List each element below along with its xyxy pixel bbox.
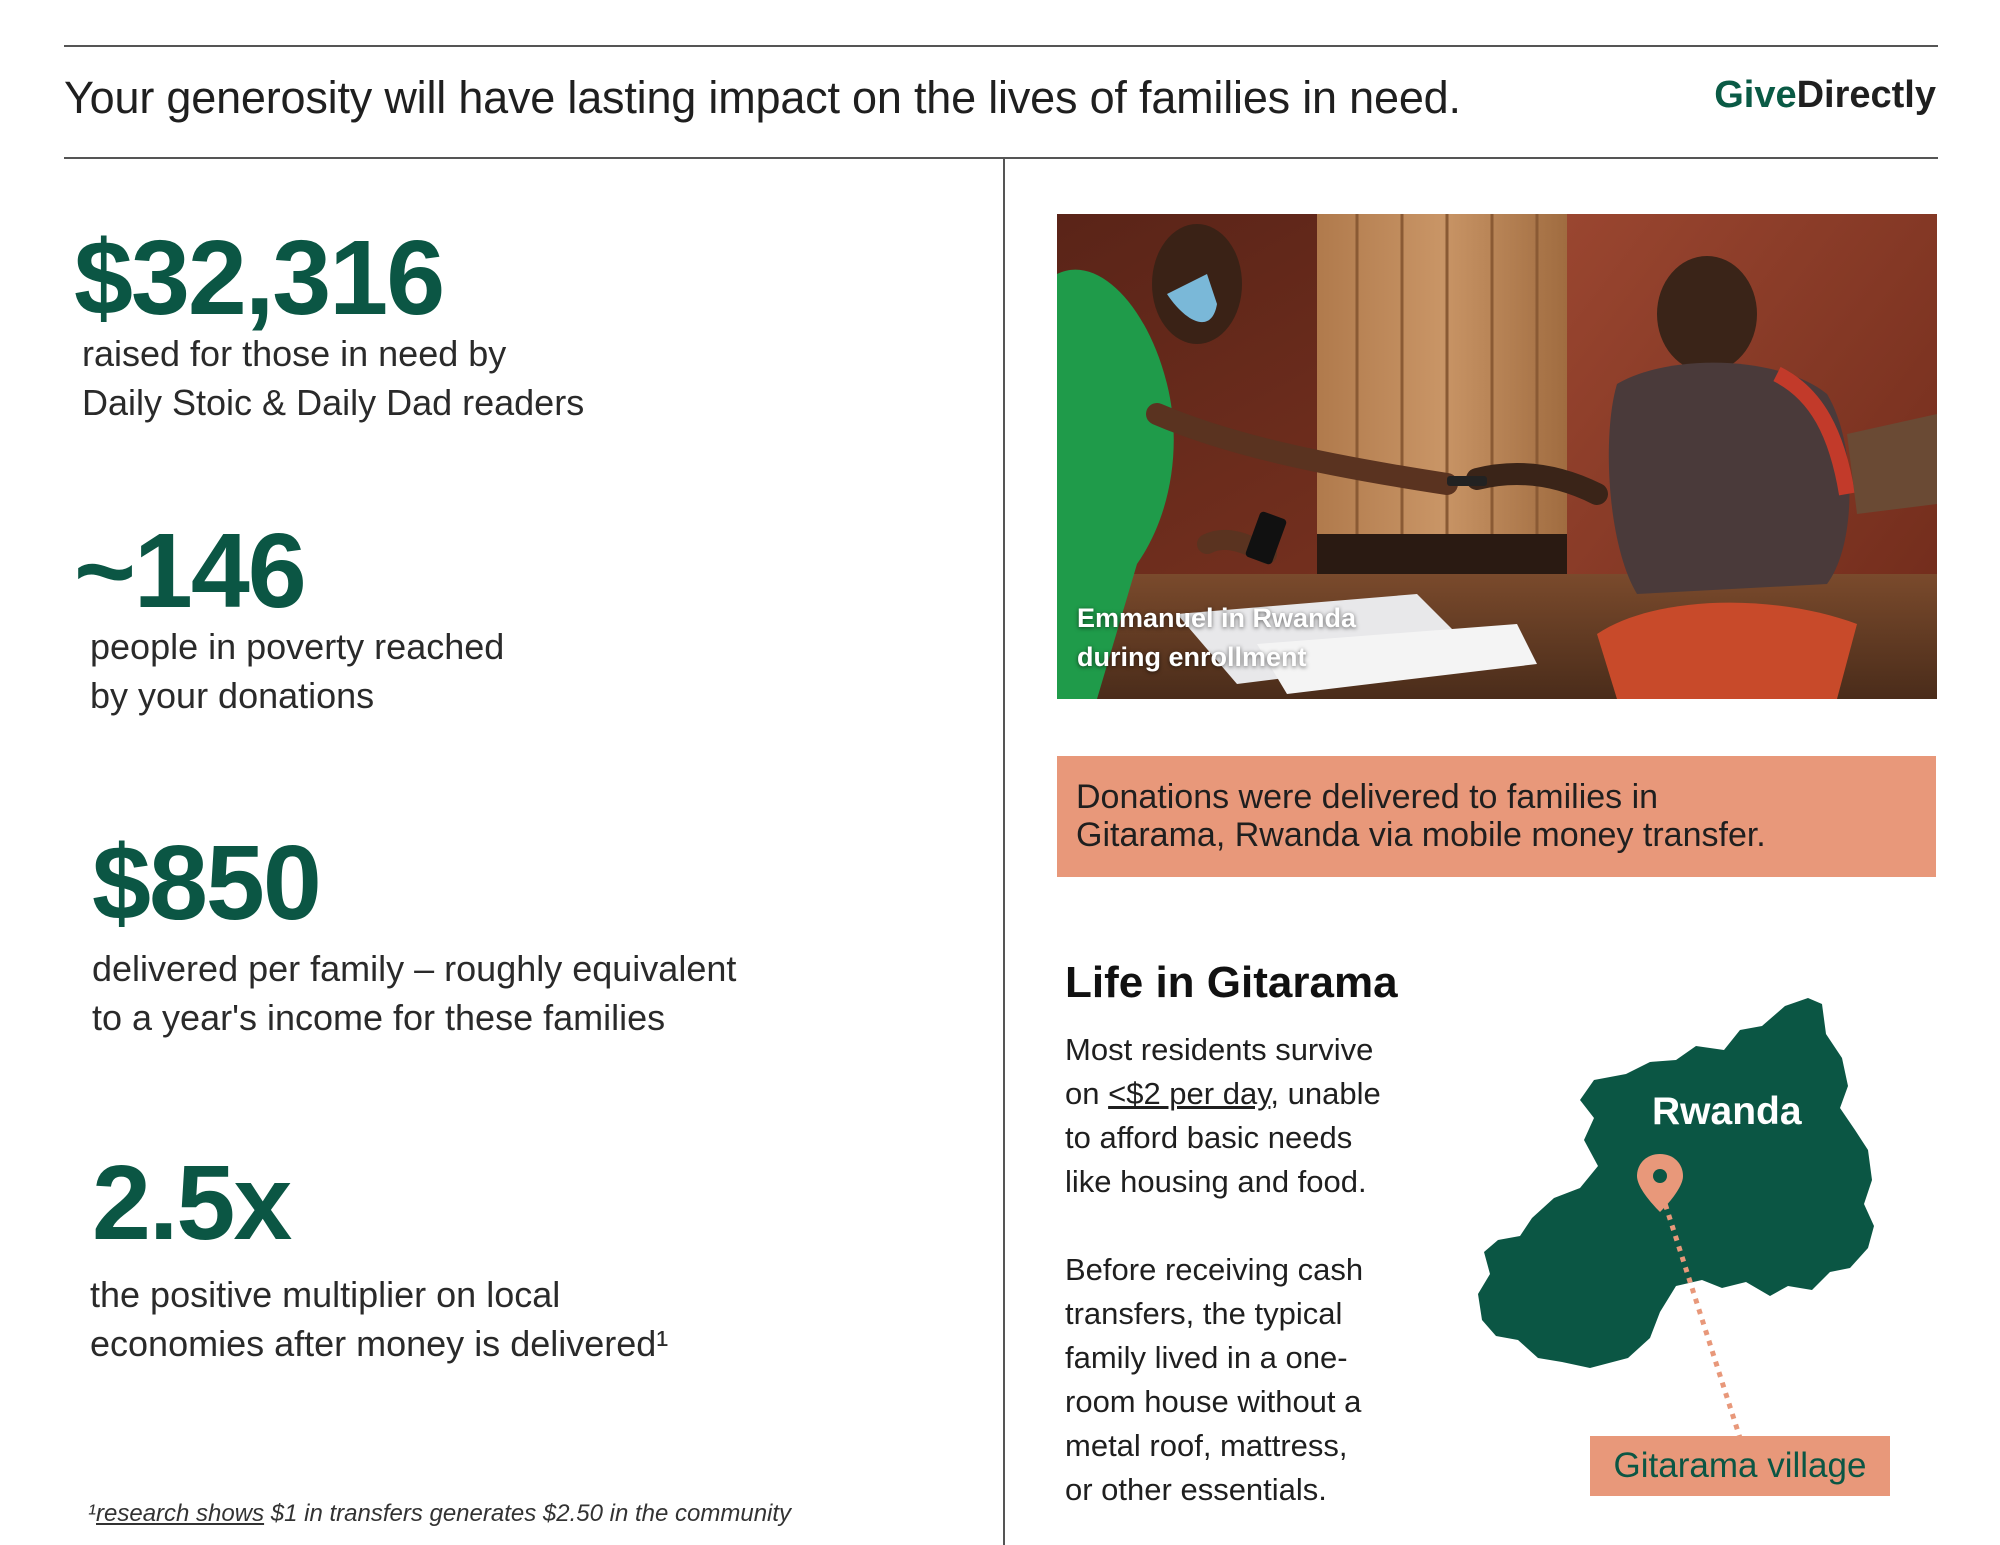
- page-headline: Your generosity will have lasting impact…: [64, 72, 1461, 123]
- banner-line: Gitarama, Rwanda via mobile money transf…: [1076, 816, 1766, 854]
- stat-desc-line: by your donations: [90, 675, 375, 716]
- life-text-line: room house without a: [1065, 1384, 1362, 1419]
- stat-per-family: $850: [92, 824, 322, 942]
- stat-multiplier-desc: the positive multiplier on local economi…: [90, 1270, 668, 1368]
- village-label: Gitarama village: [1590, 1436, 1890, 1496]
- photo-caption: Emmanuel in Rwanda during enrollment: [1077, 599, 1356, 677]
- logo-directly: Directly: [1796, 74, 1936, 116]
- stat-desc-line: to a year's income for these families: [92, 997, 666, 1038]
- header-divider: [64, 157, 1938, 159]
- location-pin-icon: [1637, 1154, 1683, 1212]
- givedirectly-logo[interactable]: GiveDirectly: [1714, 74, 1936, 117]
- stat-desc-line: people in poverty reached: [90, 626, 505, 667]
- income-link[interactable]: <$2 per day: [1108, 1076, 1271, 1111]
- stat-amount-raised: $32,316: [74, 219, 445, 337]
- stat-desc-line: economies after money is delivered¹: [90, 1323, 669, 1364]
- stat-per-family-desc: delivered per family – roughly equivalen…: [92, 944, 736, 1042]
- stat-amount-raised-desc: raised for those in need by Daily Stoic …: [82, 329, 584, 427]
- stat-multiplier: 2.5x: [92, 1144, 292, 1262]
- life-text-line: transfers, the typical: [1065, 1296, 1343, 1331]
- delivery-banner: Donations were delivered to families in …: [1057, 756, 1936, 877]
- caption-line: Emmanuel in Rwanda: [1077, 603, 1357, 633]
- life-section-body: Most residents survive on <$2 per day, u…: [1065, 1028, 1381, 1512]
- life-section-title: Life in Gitarama: [1065, 958, 1398, 1007]
- photo-illustration: [1057, 214, 1937, 699]
- life-text-line: like housing and food.: [1065, 1164, 1367, 1199]
- stat-desc-line: delivered per family – roughly equivalen…: [92, 948, 737, 989]
- life-text-line: family lived in a one-: [1065, 1340, 1348, 1375]
- footnote: ¹research shows $1 in transfers generate…: [88, 1500, 791, 1528]
- life-text-line: metal roof, mattress,: [1065, 1428, 1348, 1463]
- life-text-line: on <$2 per day, unable: [1065, 1072, 1381, 1116]
- stat-desc-line: the positive multiplier on local: [90, 1274, 561, 1315]
- life-text-line: Before receiving cash: [1065, 1252, 1364, 1287]
- paragraph-gap: [1065, 1204, 1381, 1248]
- enrollment-photo: Emmanuel in Rwanda during enrollment: [1057, 214, 1937, 699]
- stat-desc-line: Daily Stoic & Daily Dad readers: [82, 382, 585, 423]
- caption-line: during enrollment: [1077, 642, 1307, 672]
- map-country-label: Rwanda: [1652, 1090, 1802, 1133]
- top-divider: [64, 45, 1938, 47]
- research-link[interactable]: research shows: [96, 1500, 265, 1527]
- village-leader-line: [1659, 1193, 1743, 1439]
- footnote-marker: ¹: [88, 1500, 96, 1527]
- stat-people-reached: ~146: [74, 512, 307, 630]
- banner-line: Donations were delivered to families in: [1076, 778, 1659, 816]
- life-text-fragment: on: [1065, 1076, 1109, 1111]
- life-text-fragment: , unable: [1270, 1076, 1381, 1111]
- stat-people-reached-desc: people in poverty reached by your donati…: [90, 622, 504, 720]
- life-text-line: or other essentials.: [1065, 1472, 1327, 1507]
- life-text-line: Most residents survive: [1065, 1032, 1374, 1067]
- logo-give: Give: [1714, 74, 1797, 116]
- column-divider: [1003, 158, 1005, 1545]
- life-text-line: to afford basic needs: [1065, 1120, 1353, 1155]
- footnote-text: $1 in transfers generates $2.50 in the c…: [264, 1500, 792, 1527]
- stat-desc-line: raised for those in need by: [82, 333, 507, 374]
- rwanda-map: [1478, 998, 1874, 1439]
